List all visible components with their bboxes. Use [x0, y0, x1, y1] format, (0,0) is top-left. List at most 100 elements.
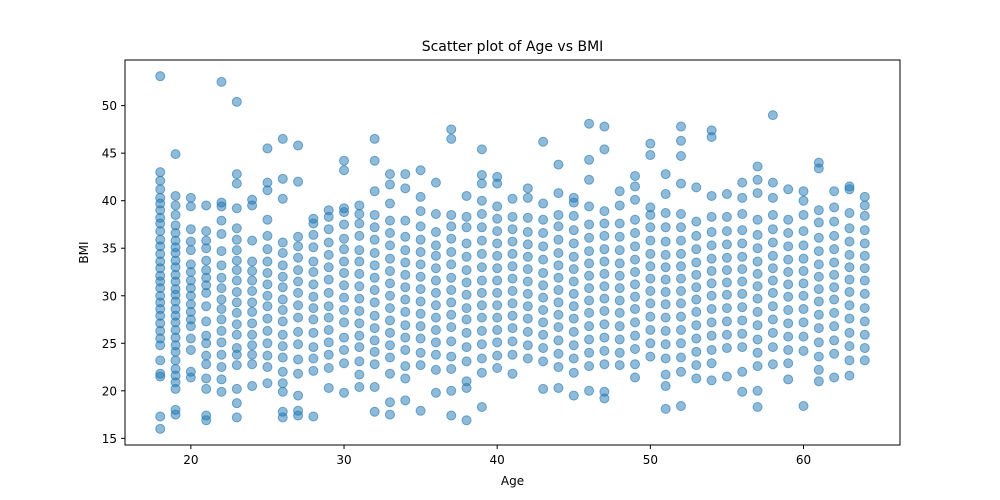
data-point: [553, 188, 564, 199]
data-point: [185, 236, 196, 247]
data-point: [706, 266, 717, 277]
data-point: [339, 317, 350, 328]
data-point: [767, 327, 778, 338]
data-point: [308, 342, 319, 353]
data-point: [339, 165, 350, 176]
data-point: [430, 364, 441, 375]
data-point: [231, 169, 242, 180]
data-point: [813, 271, 824, 282]
data-point: [507, 286, 518, 296]
data-point: [231, 398, 242, 409]
data-point: [675, 286, 686, 296]
data-point: [630, 170, 641, 181]
data-point: [384, 290, 395, 301]
data-point: [568, 210, 579, 221]
y-tick-label: 40: [102, 194, 117, 208]
data-point: [706, 358, 717, 369]
data-point: [476, 195, 487, 206]
data-point: [277, 193, 288, 204]
data-point: [446, 272, 457, 283]
data-point: [461, 222, 472, 233]
data-point: [829, 294, 840, 305]
data-point: [752, 243, 763, 254]
data-point: [752, 229, 763, 240]
data-point: [553, 348, 564, 359]
data-point: [415, 259, 426, 270]
data-point: [446, 285, 457, 296]
data-point: [446, 133, 457, 144]
data-point: [630, 241, 641, 252]
data-point: [584, 334, 595, 345]
data-point: [400, 373, 411, 384]
data-point: [231, 383, 242, 394]
data-point: [216, 272, 227, 283]
data-point: [354, 356, 365, 367]
data-point: [538, 241, 549, 252]
data-point: [507, 323, 518, 334]
data-point: [262, 279, 273, 290]
data-point: [737, 386, 748, 397]
data-point: [752, 347, 763, 358]
data-point: [859, 238, 870, 249]
data-point: [476, 401, 487, 412]
data-point: [767, 301, 778, 312]
data-point: [339, 305, 350, 316]
data-point: [584, 321, 595, 332]
data-point: [783, 214, 794, 225]
data-point: [216, 314, 227, 325]
data-point: [446, 221, 457, 232]
data-point: [293, 265, 304, 276]
data-point: [783, 344, 794, 355]
data-point: [813, 296, 824, 307]
data-point: [354, 342, 365, 353]
data-point: [492, 250, 503, 261]
data-point: [737, 302, 748, 313]
data-point: [170, 404, 181, 415]
data-point: [216, 386, 227, 397]
data-point: [170, 355, 181, 366]
data-point: [553, 335, 564, 346]
data-point: [706, 304, 717, 315]
data-point: [308, 365, 319, 376]
data-point: [614, 245, 625, 256]
data-point: [476, 325, 487, 336]
data-point: [645, 150, 656, 161]
data-point: [415, 333, 426, 344]
data-point: [614, 334, 625, 345]
data-point: [216, 337, 227, 348]
data-point: [630, 254, 641, 265]
data-point: [813, 232, 824, 243]
data-point: [400, 231, 411, 242]
data-point: [231, 223, 242, 234]
data-point: [231, 286, 242, 297]
data-point: [859, 355, 870, 366]
data-point: [783, 318, 794, 329]
data-point: [507, 211, 518, 222]
data-point: [339, 292, 350, 303]
data-point: [415, 234, 426, 245]
data-point: [706, 344, 717, 355]
data-point: [369, 335, 380, 346]
data-point: [584, 283, 595, 294]
data-point: [400, 169, 411, 180]
data-point: [767, 177, 778, 188]
data-point: [461, 238, 472, 249]
data-point: [813, 246, 824, 257]
x-tick-label: 50: [643, 453, 658, 467]
data-point: [630, 291, 641, 302]
data-point: [844, 208, 855, 219]
data-point: [155, 411, 166, 422]
data-point: [813, 284, 824, 295]
points-layer: [155, 71, 870, 434]
data-point: [369, 222, 380, 233]
data-point: [584, 361, 595, 372]
data-point: [492, 171, 503, 182]
data-point: [859, 200, 870, 211]
data-point: [737, 366, 748, 377]
data-point: [568, 276, 579, 287]
data-point: [308, 279, 319, 290]
data-point: [767, 359, 778, 370]
data-point: [185, 344, 196, 355]
data-point: [568, 313, 579, 324]
data-point: [323, 363, 334, 373]
